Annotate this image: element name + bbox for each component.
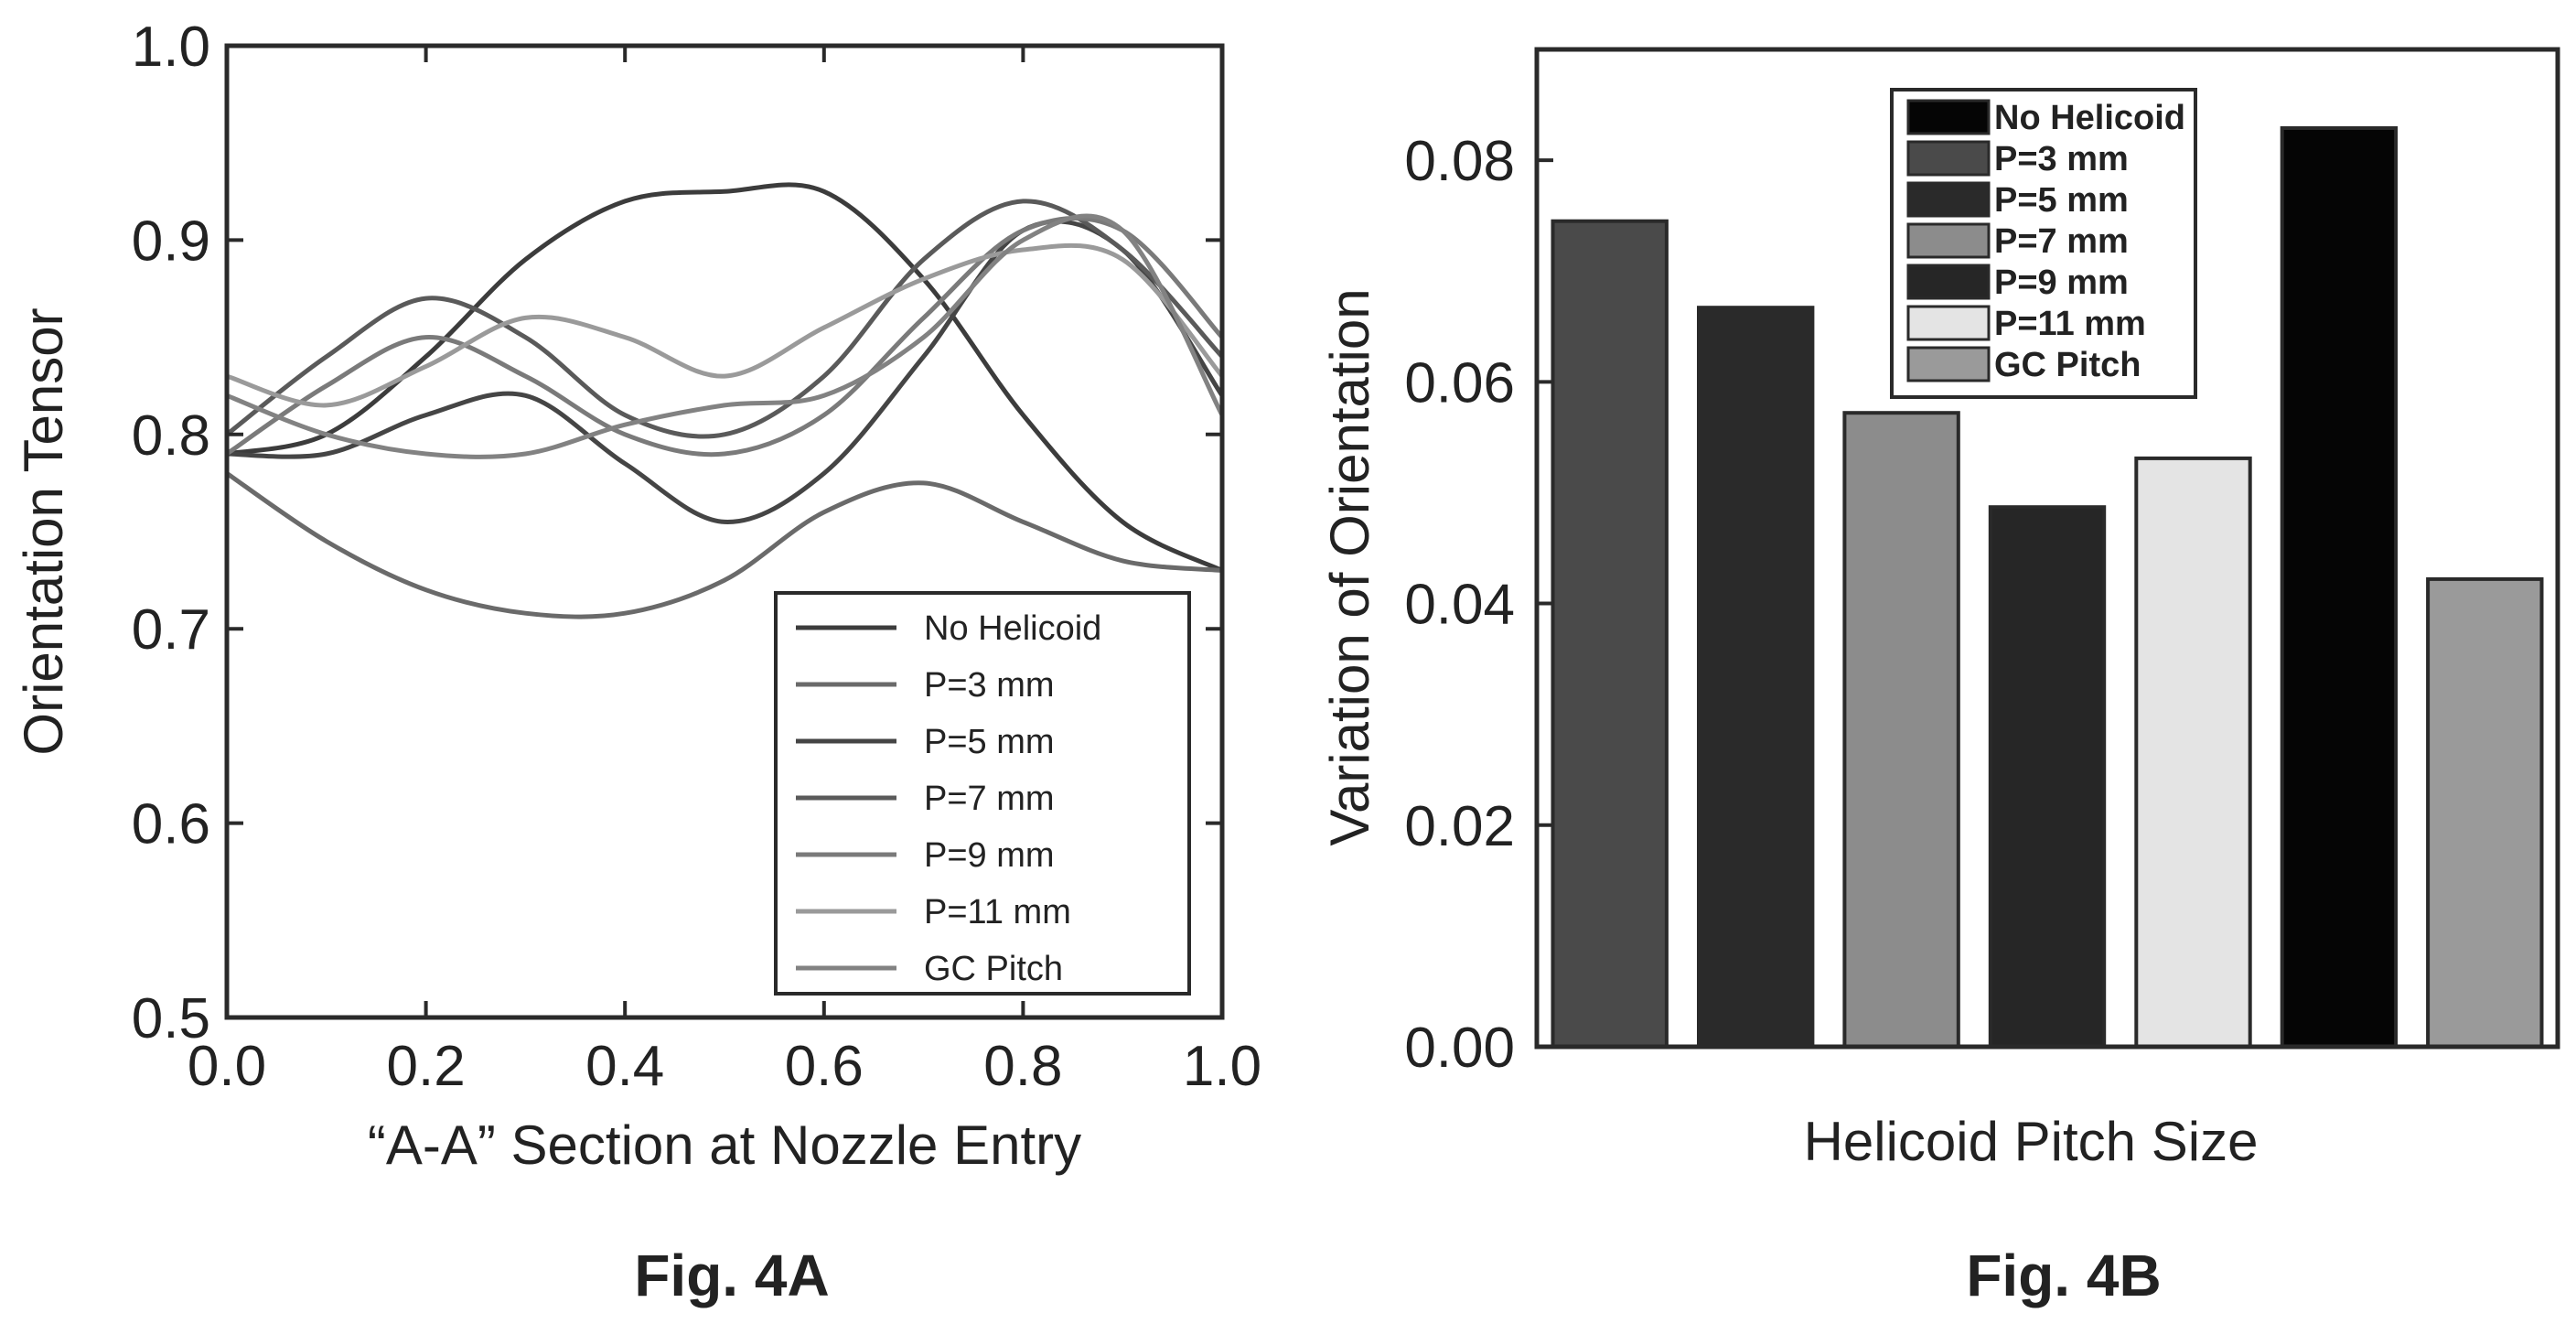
y-axis-title: Orientation Tensor xyxy=(13,307,74,755)
x-tick-label: 0.0 xyxy=(188,1035,266,1098)
line-chart: 0.0 0.2 0.4 0.6 0.8 1.0 0.5 0.6 0.7 0.8 0.9 1.0 “A-… xyxy=(13,16,1261,1308)
x-axis-title: Helicoid Pitch Size xyxy=(1804,1111,2259,1172)
legend-swatch xyxy=(1906,140,1991,177)
series-line-4 xyxy=(224,199,1225,439)
x-axis-title: “A-A” Section at Nozzle Entry xyxy=(368,1114,1081,1176)
y-tick-label: 1.0 xyxy=(132,16,210,79)
bar-group xyxy=(1551,126,2544,1050)
bar-6 xyxy=(2280,126,2399,1049)
figure-caption-b: Fig. 4B xyxy=(1966,1243,2161,1308)
y-tick-label: 0.5 xyxy=(132,987,210,1050)
x-tick-label: 0.8 xyxy=(983,1035,1062,1098)
y-tick-label: 0.7 xyxy=(132,598,210,662)
legend-label: P=5 mm xyxy=(924,723,1055,761)
y-tick-label: 0.9 xyxy=(132,210,210,273)
bar-3 xyxy=(1842,411,1960,1049)
bar-2 xyxy=(1697,306,1815,1049)
legend-swatch xyxy=(1906,346,1991,382)
x-tick-label: 1.0 xyxy=(1183,1035,1261,1098)
legend-label: GC Pitch xyxy=(1994,346,2141,384)
legend-swatch xyxy=(1906,181,1991,218)
y-axis-title: Variation of Orientation xyxy=(1319,288,1380,845)
y-tick-label: 0.04 xyxy=(1404,574,1515,637)
legend-label: P=3 mm xyxy=(924,666,1055,705)
bar-chart: 0.00 0.02 0.04 0.06 0.08 Helicoid Pitch Size… xyxy=(1319,47,2560,1308)
legend-label: No Helicoid xyxy=(924,609,1101,648)
legend-label: P=7 mm xyxy=(924,780,1055,818)
legend-swatch xyxy=(1906,264,1991,300)
legend-label: P=9 mm xyxy=(924,836,1055,875)
legend: No Helicoid P=3 mm P=5 mm P=7 mm P=9 mm P=11 … xyxy=(774,591,1191,996)
legend-label: P=5 mm xyxy=(1994,181,2129,220)
y-tick-label: 0.00 xyxy=(1404,1017,1515,1080)
y-tick-label: 0.02 xyxy=(1404,795,1515,858)
legend-label: No Helicoid xyxy=(1994,99,2185,137)
y-tick-label: 0.06 xyxy=(1404,351,1515,414)
plot-frame xyxy=(224,43,1225,1020)
legend-swatch xyxy=(1906,305,1991,341)
legend-label: P=9 mm xyxy=(1994,264,2129,302)
series-line-2 xyxy=(224,470,1225,619)
x-tick-label: 0.4 xyxy=(585,1035,664,1098)
legend-label: GC Pitch xyxy=(924,950,1063,988)
series-line-6 xyxy=(224,242,1225,408)
legend-swatch xyxy=(1906,99,1991,135)
plot-frame xyxy=(1534,47,2560,1050)
y-tick-label: 0.08 xyxy=(1404,130,1515,193)
x-tick-label: 0.6 xyxy=(785,1035,864,1098)
legend-label: P=11 mm xyxy=(924,893,1071,931)
legend-label: P=7 mm xyxy=(1994,222,2129,261)
y-tick-label: 0.6 xyxy=(132,793,210,856)
figure-caption-a: Fig. 4A xyxy=(634,1243,829,1308)
bar-4 xyxy=(1988,505,2107,1049)
bar-1 xyxy=(1551,219,1669,1049)
x-tick-label: 0.2 xyxy=(386,1035,465,1098)
bar-5 xyxy=(2134,456,2252,1049)
series-line-3 xyxy=(224,219,1225,524)
legend-box xyxy=(774,591,1191,996)
legend-swatch xyxy=(1906,222,1991,259)
series-line-5 xyxy=(224,215,1225,457)
bar-7 xyxy=(2426,576,2544,1050)
tick-group: 0.0 0.2 0.4 0.6 0.8 1.0 0.5 0.6 0.7 0.8 0.9 1.0 xyxy=(132,16,1261,1098)
line-series-group xyxy=(224,182,1225,619)
legend-label: P=11 mm xyxy=(1994,305,2146,343)
y-tick-label: 0.8 xyxy=(132,404,210,468)
tick-group: 0.00 0.02 0.04 0.06 0.08 xyxy=(1404,130,1553,1080)
legend-label: P=3 mm xyxy=(1994,140,2129,178)
series-line-7 xyxy=(224,213,1225,459)
